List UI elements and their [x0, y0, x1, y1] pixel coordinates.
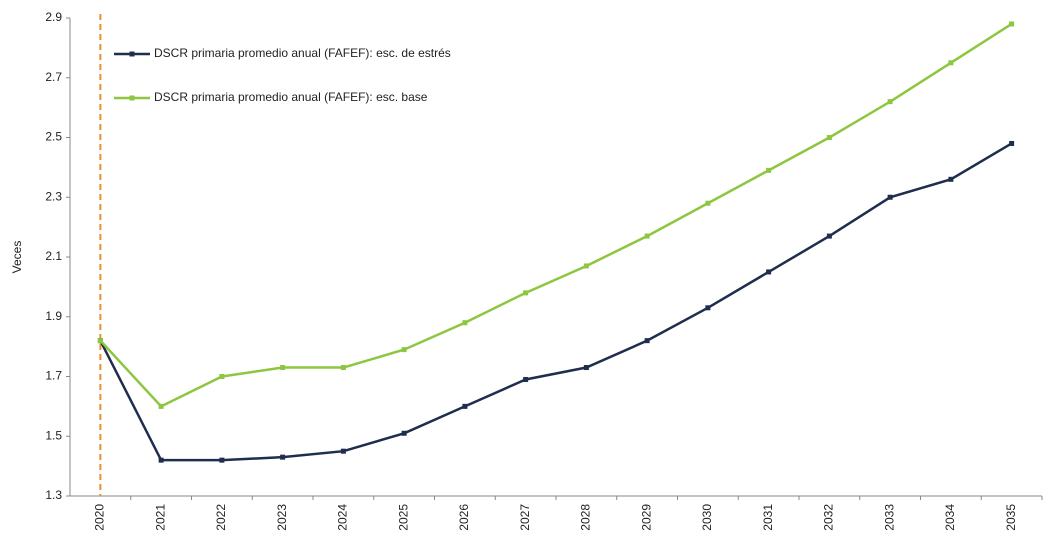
- legend-marker: [129, 51, 135, 57]
- data-point: [280, 454, 286, 460]
- data-point: [1009, 140, 1015, 146]
- data-point: [219, 374, 225, 379]
- x-tick-label: 2034: [943, 504, 957, 531]
- data-point: [1009, 21, 1015, 27]
- x-tick-label: 2021: [153, 504, 167, 531]
- x-tick-label: 2025: [396, 504, 410, 531]
- data-point: [401, 347, 407, 353]
- data-point: [644, 338, 650, 344]
- data-point: [158, 403, 164, 409]
- data-point: [583, 365, 589, 371]
- data-point: [219, 457, 225, 463]
- y-tick-label: 1.5: [45, 428, 62, 442]
- data-point: [705, 200, 711, 206]
- y-tick-label: 2.9: [45, 10, 62, 24]
- x-tick-label: 2022: [214, 504, 228, 531]
- x-tick-label: 2023: [275, 504, 289, 531]
- y-tick-label: 2.7: [45, 70, 62, 84]
- x-tick-label: 2035: [1004, 504, 1018, 531]
- x-tick-label: 2027: [518, 504, 532, 531]
- data-point: [583, 263, 589, 269]
- data-point: [523, 376, 529, 382]
- data-point: [462, 320, 468, 326]
- y-tick-label: 2.3: [45, 189, 62, 203]
- data-point: [887, 99, 893, 105]
- x-tick-label: 2030: [700, 504, 714, 531]
- data-point: [340, 365, 346, 371]
- data-point: [97, 338, 103, 344]
- data-point: [340, 448, 346, 454]
- data-point: [705, 305, 711, 311]
- x-tick-label: 2028: [579, 504, 593, 531]
- series-line: [99, 22, 1013, 408]
- data-point: [948, 176, 954, 182]
- legend-label: DSCR primaria promedio anual (FAFEF): es…: [154, 46, 451, 60]
- data-point: [826, 135, 832, 140]
- data-point: [158, 457, 164, 463]
- x-tick-label: 2033: [882, 504, 896, 531]
- x-tick-label: 2020: [93, 504, 107, 531]
- legend-label: DSCR primaria promedio anual (FAFEF): es…: [154, 90, 428, 104]
- data-point: [280, 365, 286, 371]
- data-point: [766, 167, 772, 173]
- x-tick-label: 2032: [822, 504, 836, 531]
- data-point: [948, 60, 954, 66]
- y-tick-label: 2.1: [45, 249, 62, 263]
- data-point: [766, 269, 772, 275]
- x-tick-label: 2026: [457, 504, 471, 531]
- data-point: [462, 403, 468, 409]
- x-tick-label: 2029: [639, 504, 653, 531]
- data-point: [826, 233, 832, 239]
- x-tick-label: 2024: [336, 504, 350, 531]
- x-tick-label: 2031: [761, 504, 775, 531]
- data-point: [401, 430, 407, 436]
- legend-marker: [129, 95, 135, 101]
- y-tick-label: 1.9: [45, 309, 62, 323]
- data-point: [887, 194, 893, 200]
- y-tick-label: 2.5: [45, 130, 62, 144]
- y-tick-label: 1.3: [45, 488, 62, 502]
- y-axis-label: Veces: [10, 241, 24, 274]
- data-point: [644, 233, 650, 239]
- y-tick-label: 1.7: [45, 369, 62, 383]
- series-line: [99, 142, 1013, 462]
- data-point: [523, 290, 529, 296]
